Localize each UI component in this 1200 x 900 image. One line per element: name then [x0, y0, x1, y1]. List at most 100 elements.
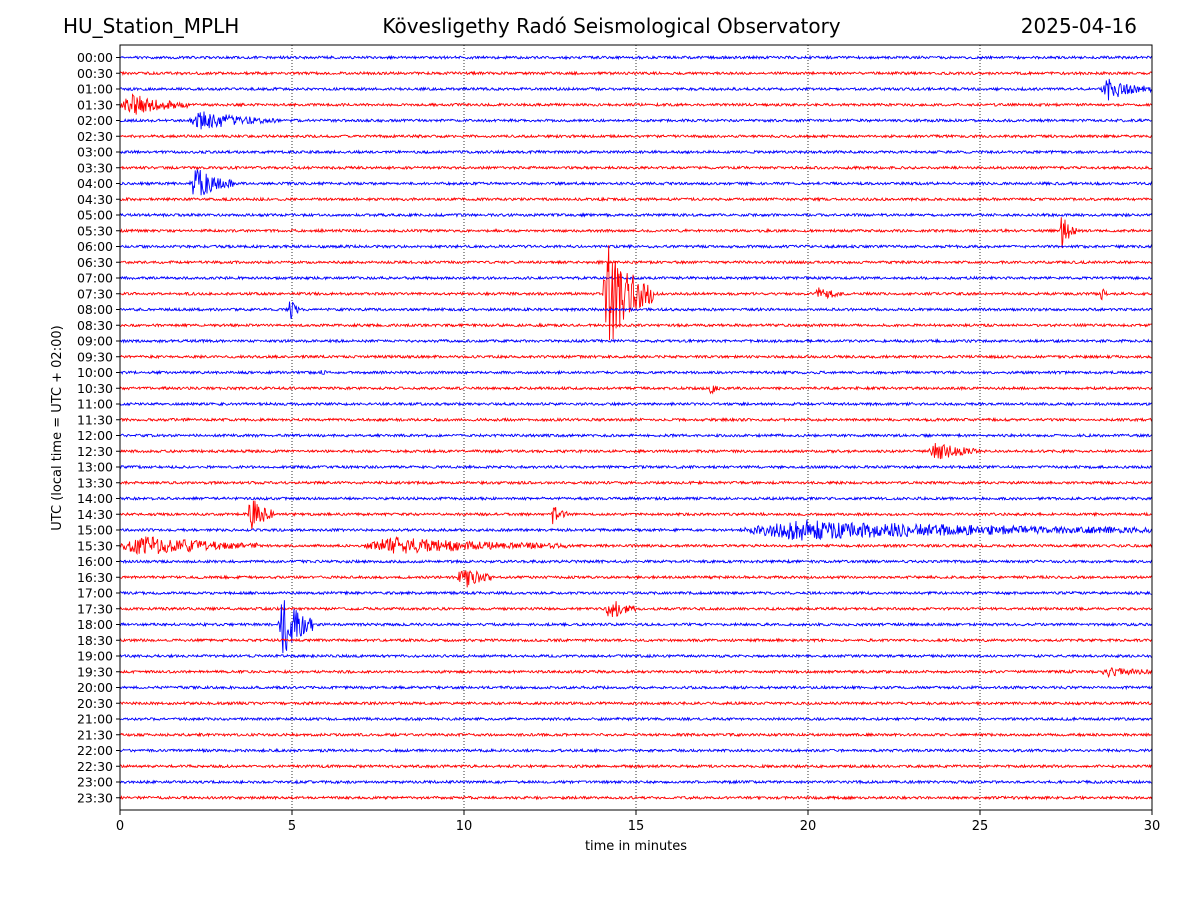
trace-row — [119, 500, 1153, 530]
trace-row — [119, 369, 1152, 376]
trace-row — [119, 301, 1153, 319]
x-axis: 0 5 10 15 20 25 30 — [116, 810, 1160, 834]
row-label: 01:30 — [77, 97, 113, 112]
row-label: 13:30 — [77, 475, 113, 490]
trace-row — [119, 275, 1153, 281]
x-tick-label: 10 — [456, 819, 473, 834]
row-label: 09:00 — [77, 334, 113, 349]
trace-row — [119, 558, 1153, 565]
row-label: 20:00 — [77, 680, 113, 695]
row-label: 19:30 — [77, 664, 113, 679]
trace-row — [119, 442, 1152, 460]
row-label: 03:30 — [77, 160, 113, 175]
trace-row — [119, 217, 1152, 249]
x-tick-label: 0 — [116, 819, 124, 834]
trace-row — [119, 667, 1153, 679]
trace-row — [119, 401, 1153, 407]
trace-row — [119, 385, 1153, 395]
trace-row — [120, 495, 1153, 502]
station-name: HU_Station_MPLH — [63, 14, 240, 38]
x-tick-label: 5 — [288, 819, 296, 834]
trace-row — [119, 779, 1153, 785]
trace-row — [119, 716, 1153, 722]
trace-row — [119, 212, 1153, 218]
row-label: 17:30 — [77, 601, 113, 616]
trace-row — [119, 637, 1153, 644]
row-label: 09:30 — [77, 349, 113, 364]
row-label: 14:00 — [77, 491, 113, 506]
row-label: 11:30 — [77, 412, 113, 427]
row-label: 13:00 — [77, 460, 113, 475]
row-label: 22:30 — [77, 759, 113, 774]
trace-row — [119, 601, 1153, 618]
trace-row — [119, 432, 1153, 439]
trace-row — [119, 600, 1153, 654]
row-label: 23:30 — [77, 790, 113, 805]
trace-row — [119, 731, 1153, 738]
row-label: 05:00 — [77, 208, 113, 223]
row-label: 16:00 — [77, 554, 113, 569]
trace-row — [119, 479, 1153, 486]
trace-row — [119, 243, 1153, 250]
row-label: 23:00 — [77, 775, 113, 790]
row-label: 04:00 — [77, 176, 113, 191]
trace-row — [119, 464, 1153, 470]
trace-row — [119, 149, 1153, 155]
trace-row — [119, 416, 1153, 423]
trace-row — [119, 569, 1153, 588]
row-label: 01:00 — [77, 82, 113, 97]
trace-row — [119, 700, 1153, 706]
row-label: 19:00 — [77, 649, 113, 664]
row-label: 10:00 — [77, 365, 113, 380]
x-tick-label: 15 — [628, 819, 645, 834]
trace-row — [119, 747, 1153, 754]
row-label: 17:00 — [77, 586, 113, 601]
trace-row — [119, 54, 1153, 61]
row-label: 18:30 — [77, 633, 113, 648]
trace-row — [119, 133, 1153, 139]
grid-lines — [291, 45, 981, 810]
x-tick-label: 30 — [1144, 819, 1161, 834]
row-label: 08:00 — [77, 302, 113, 317]
trace-row — [119, 165, 1153, 171]
x-tick-label: 25 — [972, 819, 989, 834]
row-label: 18:00 — [77, 617, 113, 632]
row-label: 21:30 — [77, 727, 113, 742]
row-label: 03:00 — [77, 145, 113, 160]
row-label: 06:30 — [77, 255, 113, 270]
trace-row — [119, 259, 1153, 266]
row-label: 02:30 — [77, 129, 113, 144]
row-label: 16:30 — [77, 570, 113, 585]
trace-row — [119, 338, 1153, 344]
trace-row — [119, 653, 1152, 659]
trace-row — [119, 93, 1153, 115]
trace-row — [119, 763, 1153, 769]
row-label: 11:00 — [77, 397, 113, 412]
row-label: 21:00 — [77, 712, 113, 727]
row-label: 06:00 — [77, 239, 113, 254]
x-tick-label: 20 — [800, 819, 817, 834]
record-date: 2025-04-16 — [1020, 14, 1137, 38]
trace-row — [119, 590, 1152, 596]
trace-row — [119, 245, 1153, 341]
row-label: 08:30 — [77, 318, 113, 333]
trace-row — [119, 169, 1153, 196]
row-label: 07:00 — [77, 271, 113, 286]
x-axis-label: time in minutes — [585, 839, 687, 854]
trace-row — [120, 354, 1153, 360]
trace-row — [119, 111, 1153, 130]
trace-row — [119, 322, 1153, 329]
trace-row — [119, 78, 1153, 101]
seismic-traces — [119, 54, 1153, 801]
trace-row — [119, 196, 1153, 203]
trace-row — [119, 684, 1153, 691]
trace-row — [120, 536, 1153, 556]
row-label: 12:00 — [77, 428, 113, 443]
row-label: 15:30 — [77, 538, 113, 553]
trace-row — [119, 519, 1153, 541]
row-label: 12:30 — [77, 444, 113, 459]
trace-row — [119, 795, 1153, 801]
row-label: 00:30 — [77, 66, 113, 81]
row-label: 07:30 — [77, 286, 113, 301]
